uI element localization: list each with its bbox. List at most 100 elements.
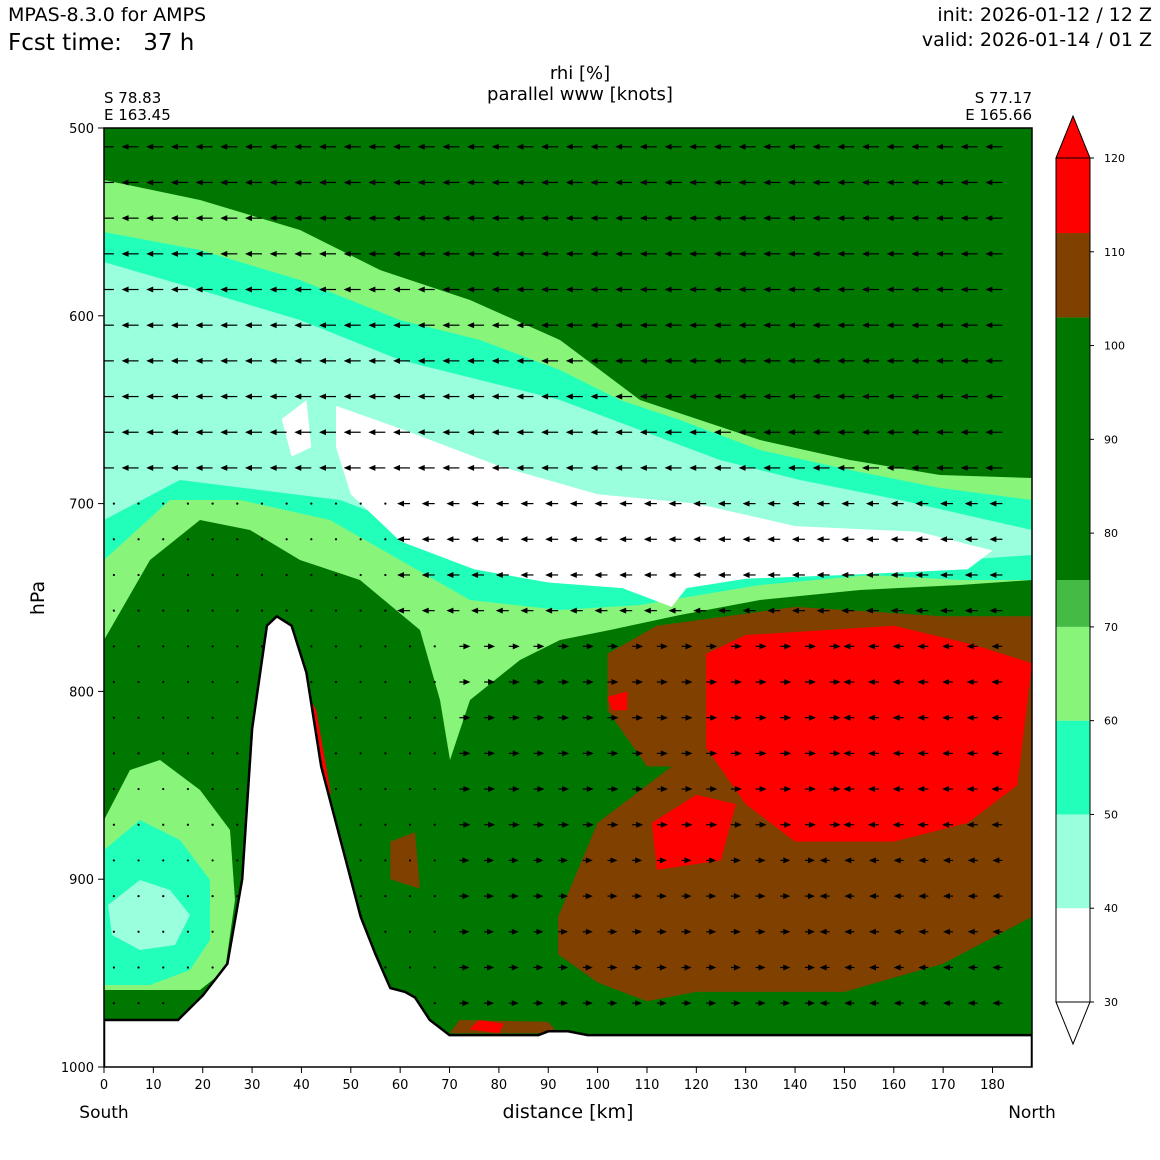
wind-arrow-head bbox=[660, 750, 668, 757]
wind-arrow-head bbox=[940, 571, 948, 578]
wind-arrow-head bbox=[985, 429, 993, 436]
wind-arrow-head bbox=[294, 286, 302, 293]
wind-arrow-head bbox=[244, 464, 252, 471]
chart-subtitle: parallel www [knots] bbox=[487, 84, 673, 105]
wind-dot bbox=[384, 859, 387, 862]
wind-arrow-head bbox=[512, 786, 520, 793]
wind-dot bbox=[384, 573, 387, 577]
wind-arrow-head bbox=[520, 500, 528, 507]
wind-arrow-head bbox=[964, 571, 972, 578]
wind-arrow-head bbox=[886, 250, 894, 257]
wind-dot bbox=[334, 645, 338, 648]
y-axis-label: hPa bbox=[27, 581, 49, 615]
wind-arrow-head bbox=[807, 857, 815, 864]
x-tick-label: 70 bbox=[441, 1078, 458, 1093]
x-tick-label: 20 bbox=[194, 1078, 211, 1093]
wind-arrow-head bbox=[710, 750, 718, 757]
wind-arrow-head bbox=[709, 928, 717, 935]
wind-dot bbox=[211, 930, 214, 933]
wind-arrow-head bbox=[861, 250, 869, 257]
wind-arrow-head bbox=[541, 179, 549, 186]
wind-arrow-head bbox=[121, 286, 129, 293]
wind-arrow-head bbox=[536, 857, 544, 864]
wind-arrow-head bbox=[487, 964, 495, 971]
wind-arrow-head bbox=[615, 322, 623, 329]
wind-arrow-head bbox=[487, 857, 495, 864]
wind-arrow-head bbox=[545, 536, 553, 543]
wind-arrow-head bbox=[611, 750, 619, 757]
wind-arrow-head bbox=[985, 322, 993, 329]
wind-arrow-head bbox=[294, 215, 302, 222]
wind-dot bbox=[334, 787, 338, 791]
wind-arrow-head bbox=[590, 250, 598, 257]
wind-arrow-head bbox=[615, 143, 623, 150]
north-end-label: North bbox=[1008, 1103, 1056, 1123]
wind-arrow-head bbox=[220, 393, 228, 400]
wind-arrow-head bbox=[943, 893, 951, 900]
wind-arrow-head bbox=[918, 857, 926, 864]
wind-arrow-head bbox=[664, 322, 672, 329]
wind-arrow-head bbox=[784, 714, 792, 721]
wind-arrow-head bbox=[915, 536, 923, 543]
wind-arrow-head bbox=[861, 322, 869, 329]
wind-arrow-head bbox=[837, 250, 845, 257]
wind-arrow-head bbox=[610, 964, 618, 971]
wind-arrow-head bbox=[565, 393, 573, 400]
colorbar-band bbox=[1056, 158, 1090, 234]
wind-arrow-head bbox=[516, 179, 524, 186]
wind-arrow-head bbox=[812, 393, 820, 400]
x-tick-label: 140 bbox=[783, 1078, 808, 1093]
wind-arrow-head bbox=[940, 607, 948, 614]
wind-arrow-head bbox=[343, 393, 351, 400]
colorbar-tick-label: 90 bbox=[1104, 433, 1118, 446]
wind-arrow-head bbox=[868, 928, 876, 935]
wind-arrow-head bbox=[220, 464, 228, 471]
wind-arrow-head bbox=[843, 679, 851, 686]
wind-dot bbox=[433, 1002, 436, 1005]
wind-arrow-head bbox=[734, 750, 742, 757]
wind-arrow-head bbox=[664, 464, 672, 471]
wind-arrow-head bbox=[685, 643, 693, 650]
wind-arrow-head bbox=[833, 750, 841, 757]
wind-arrow-head bbox=[808, 750, 816, 757]
wind-arrow-head bbox=[442, 143, 450, 150]
terrain-surface bbox=[104, 614, 1032, 1067]
wind-arrow-head bbox=[911, 393, 919, 400]
wind-arrow-head bbox=[738, 250, 746, 257]
wind-arrow-head bbox=[511, 928, 519, 935]
wind-arrow-head bbox=[520, 607, 528, 614]
wind-dot bbox=[359, 502, 362, 505]
wind-dot bbox=[112, 502, 115, 505]
x-tick-label: 150 bbox=[832, 1078, 857, 1093]
colorbar-band bbox=[1056, 580, 1090, 627]
wind-arrow-head bbox=[611, 679, 619, 686]
wind-arrow-head bbox=[917, 821, 925, 828]
wind-arrow-head bbox=[940, 536, 948, 543]
wind-arrow-head bbox=[97, 358, 104, 364]
wind-arrow-head bbox=[710, 679, 718, 686]
wind-arrow-head bbox=[491, 322, 499, 329]
wind-arrow-head bbox=[936, 357, 944, 364]
wind-arrow-head bbox=[421, 536, 429, 543]
wind-arrow-head bbox=[121, 250, 129, 257]
wind-arrow-head bbox=[960, 464, 968, 471]
wind-arrow-head bbox=[467, 464, 475, 471]
wind-arrow-head bbox=[966, 750, 974, 757]
wind-dot bbox=[186, 859, 190, 862]
wind-arrow-head bbox=[319, 250, 326, 257]
wind-dot bbox=[384, 502, 387, 505]
wind-arrow-head bbox=[843, 821, 851, 828]
wind-arrow-head bbox=[511, 1000, 519, 1007]
wind-arrow-head bbox=[97, 144, 104, 150]
wind-arrow-head bbox=[791, 500, 799, 507]
wind-arrow-head bbox=[991, 714, 999, 721]
wind-arrow-head bbox=[713, 215, 721, 222]
wind-arrow-head bbox=[244, 179, 252, 186]
x-axis: 0 10 20 30 40 50 60 70 80 90 100 110 120 130 140 150 160… bbox=[100, 1067, 1005, 1093]
wind-dot bbox=[112, 930, 115, 933]
wind-dot bbox=[359, 609, 362, 612]
wind-arrow-head bbox=[763, 143, 771, 150]
wind-arrow-head bbox=[611, 643, 619, 650]
wind-arrow-head bbox=[368, 286, 376, 293]
